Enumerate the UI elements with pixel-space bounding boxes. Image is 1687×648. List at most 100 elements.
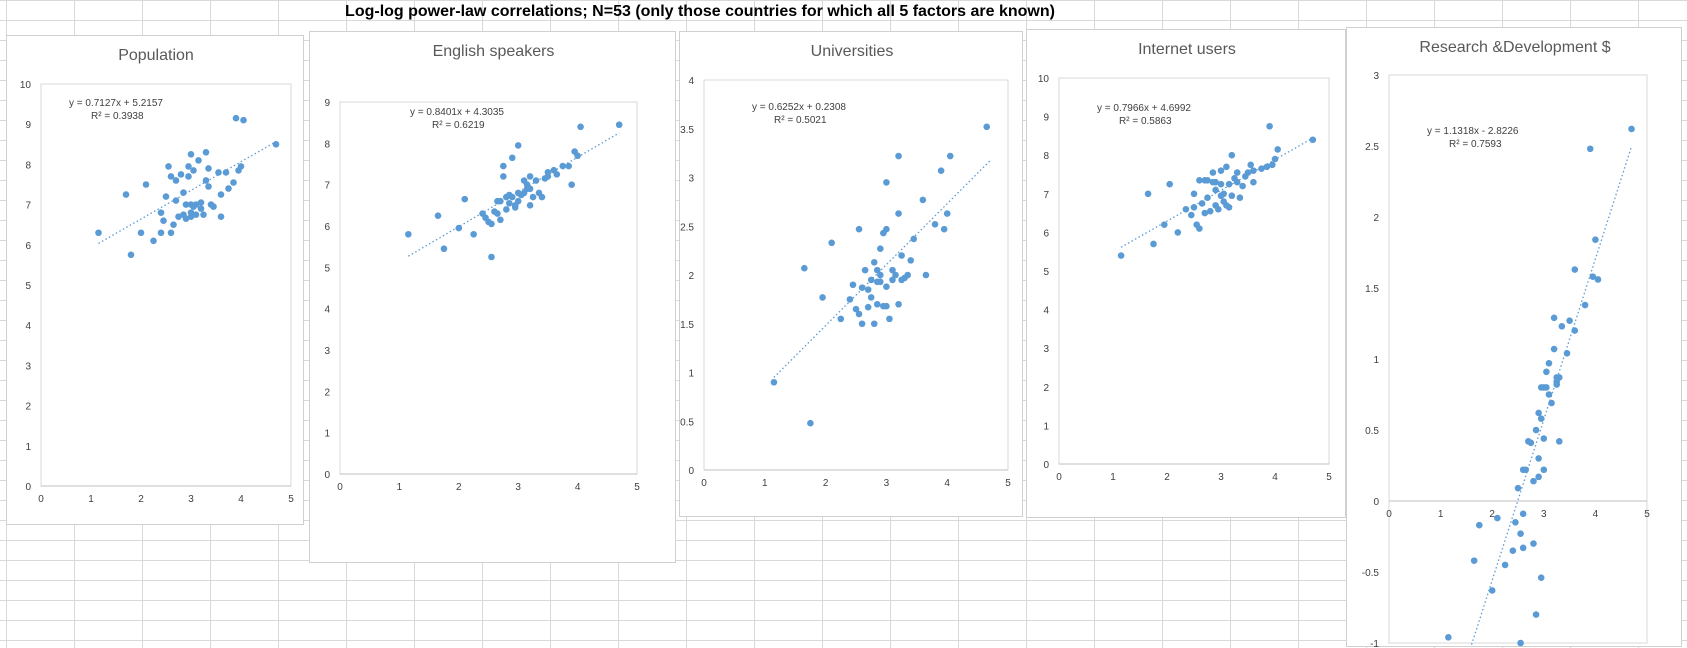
data-point	[240, 116, 247, 124]
plot-area	[1058, 77, 1330, 465]
data-point	[1540, 384, 1548, 391]
data-point	[895, 210, 902, 217]
x-tick-label: 3	[1218, 472, 1224, 483]
x-tick-label: 4	[1593, 509, 1599, 520]
data-point	[943, 210, 951, 217]
data-point	[1228, 192, 1236, 200]
x-tick-label: 0	[38, 494, 44, 505]
data-point	[1512, 519, 1519, 526]
y-tick-label: 9	[324, 98, 330, 109]
x-tick-label: 0	[337, 482, 343, 493]
data-point	[870, 320, 878, 328]
data-point	[574, 152, 581, 160]
trendline	[407, 132, 620, 257]
data-point	[898, 276, 905, 284]
trendline	[773, 160, 991, 378]
chart-universities[interactable]: Universities 0 1 2 3 4 5 0 0.5 1 1.5 2 2.5 3 3.5 4 y = 0…	[679, 31, 1023, 517]
trendline-equation: y = 0.7127x + 5.2157	[69, 98, 163, 109]
data-point	[187, 213, 195, 220]
y-tick-label: 1	[688, 369, 694, 380]
data-point	[1514, 484, 1522, 492]
x-tick-label: 5	[1644, 509, 1650, 520]
universities-scatter-plot: Universities 0 1 2 3 4 5 0 0.5 1 1.5 2 2.5 3 3.5 4 y = 0…	[680, 43, 1011, 489]
data-point	[877, 271, 884, 279]
chart-internet-users[interactable]: Internet users 0 1 2 3 4 5 0 1 2 3 4 5 6 7 8 9 10 y = 0.79…	[1026, 29, 1346, 518]
data-point	[1161, 221, 1168, 228]
data-point	[182, 215, 190, 222]
data-point	[1220, 190, 1227, 198]
chart-title: Universities	[811, 43, 894, 60]
data-point	[1530, 477, 1537, 485]
data-point	[1225, 204, 1233, 211]
data-point	[1470, 557, 1478, 564]
data-point	[849, 281, 857, 289]
data-point	[434, 212, 442, 219]
data-point	[1217, 167, 1225, 174]
data-point	[185, 173, 192, 180]
data-point	[1592, 236, 1599, 244]
data-point	[1228, 151, 1236, 159]
data-point	[1581, 301, 1589, 309]
data-point	[1555, 438, 1563, 445]
y-tick-label: 5	[1043, 267, 1049, 278]
y-tick-label: 0	[324, 470, 330, 481]
data-point	[470, 230, 477, 238]
data-point	[1566, 317, 1573, 324]
data-point	[889, 276, 896, 284]
y-tick-label: 6	[324, 222, 330, 233]
y-tick-label: 7	[1043, 190, 1049, 201]
data-point	[919, 196, 927, 204]
y-tick-label: 3	[688, 174, 694, 185]
data-point	[1594, 276, 1602, 283]
data-point	[1196, 176, 1203, 184]
data-point	[1212, 178, 1219, 186]
plot-area	[1388, 74, 1648, 644]
data-point	[1527, 439, 1535, 447]
data-point	[864, 303, 872, 311]
data-point	[215, 169, 222, 176]
x-tick-label: 4	[944, 478, 950, 489]
y-tick-label: 2.5	[680, 222, 694, 233]
data-point	[801, 264, 808, 272]
data-point	[892, 271, 899, 279]
data-point	[895, 300, 902, 308]
x-tick-label: 1	[397, 482, 403, 493]
data-point	[1571, 266, 1579, 273]
chart-title: Internet users	[1138, 41, 1236, 58]
data-point	[855, 225, 863, 233]
data-point	[1550, 345, 1558, 353]
data-point	[1188, 211, 1195, 219]
y-tick-label: 8	[1043, 151, 1049, 162]
data-point	[852, 305, 860, 313]
chart-english-speakers[interactable]: English speakers 0 1 2 3 4 5 0 1 2 3 4 5 6 7 8 9 y = 0.84…	[309, 31, 676, 563]
data-point	[1274, 146, 1281, 153]
data-point	[1535, 473, 1542, 481]
data-point	[1239, 182, 1246, 190]
data-point	[1209, 169, 1217, 176]
data-point	[192, 201, 200, 208]
data-point	[1144, 190, 1152, 198]
data-point	[1535, 409, 1542, 417]
chart-research-development[interactable]: Research &Development $ 0 1 2 3 4 5 -1 -0.5 0 0.5 1…	[1346, 27, 1682, 648]
data-point	[898, 252, 905, 259]
y-tick-label: 2	[324, 387, 330, 398]
data-point	[455, 224, 463, 232]
data-point	[1537, 415, 1545, 422]
data-point	[505, 199, 513, 207]
data-point	[1263, 163, 1271, 171]
data-point	[1571, 327, 1579, 334]
data-point	[559, 162, 567, 170]
chart-population[interactable]: Population 0 1 2 3 4 5 0 1 2 3 4 5 6 7 8 9 10 y = 0.7127x …	[6, 35, 304, 525]
data-point	[877, 245, 884, 252]
x-tick-label: 0	[701, 478, 707, 489]
data-point	[1535, 455, 1542, 462]
data-point	[503, 206, 510, 213]
data-point	[142, 181, 150, 188]
x-tick-label: 3	[1541, 509, 1547, 520]
trendline-equation: y = 0.8401x + 4.3035	[410, 107, 504, 118]
data-point	[1206, 207, 1214, 215]
data-point	[122, 191, 130, 198]
data-point	[1236, 194, 1244, 201]
population-scatter-plot: Population 0 1 2 3 4 5 0 1 2 3 4 5 6 7 8 9 10 y = 0.7127x …	[20, 47, 294, 505]
data-point	[1204, 194, 1211, 201]
